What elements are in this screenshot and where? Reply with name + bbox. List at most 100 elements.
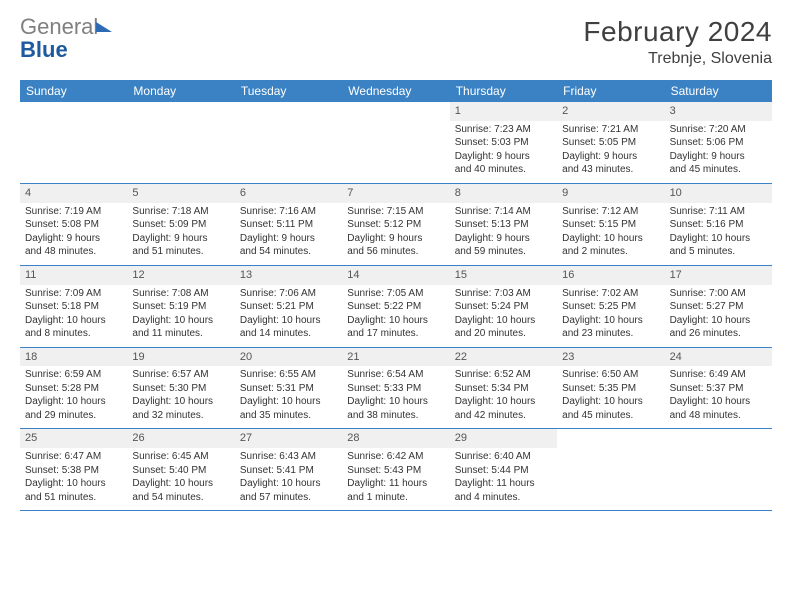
calendar-cell: 29Sunrise: 6:40 AMSunset: 5:44 PMDayligh… bbox=[450, 429, 557, 510]
week-row: 25Sunrise: 6:47 AMSunset: 5:38 PMDayligh… bbox=[20, 429, 772, 511]
cell-line: Sunset: 5:05 PM bbox=[562, 136, 659, 150]
cell-line: Sunset: 5:37 PM bbox=[670, 382, 767, 396]
cell-line: Sunrise: 6:45 AM bbox=[132, 450, 229, 464]
day-number: 7 bbox=[342, 184, 449, 203]
cell-line: Sunrise: 7:06 AM bbox=[240, 287, 337, 301]
cell-line: and 51 minutes. bbox=[25, 491, 122, 505]
cell-line: and 26 minutes. bbox=[670, 327, 767, 341]
cell-line: Sunset: 5:28 PM bbox=[25, 382, 122, 396]
location: Trebnje, Slovenia bbox=[583, 50, 772, 68]
cell-line: Daylight: 10 hours bbox=[455, 395, 552, 409]
brand-part1: General bbox=[20, 14, 98, 39]
calendar-cell: 18Sunrise: 6:59 AMSunset: 5:28 PMDayligh… bbox=[20, 348, 127, 429]
calendar-cell-empty bbox=[342, 102, 449, 183]
day-number: 12 bbox=[127, 266, 234, 285]
day-number: 17 bbox=[665, 266, 772, 285]
week-row: 11Sunrise: 7:09 AMSunset: 5:18 PMDayligh… bbox=[20, 266, 772, 348]
cell-line: Daylight: 10 hours bbox=[347, 314, 444, 328]
header: General Blue February 2024 Trebnje, Slov… bbox=[20, 16, 772, 68]
cell-line: Daylight: 10 hours bbox=[670, 395, 767, 409]
calendar-cell: 5Sunrise: 7:18 AMSunset: 5:09 PMDaylight… bbox=[127, 184, 234, 265]
cell-line: Daylight: 11 hours bbox=[455, 477, 552, 491]
day-number: 5 bbox=[127, 184, 234, 203]
triangle-icon bbox=[96, 22, 112, 32]
cell-line: Sunset: 5:09 PM bbox=[132, 218, 229, 232]
cell-line: Daylight: 9 hours bbox=[25, 232, 122, 246]
calendar-cell: 13Sunrise: 7:06 AMSunset: 5:21 PMDayligh… bbox=[235, 266, 342, 347]
cell-line: Sunrise: 7:23 AM bbox=[455, 123, 552, 137]
cell-line: Sunset: 5:43 PM bbox=[347, 464, 444, 478]
cell-line: and 32 minutes. bbox=[132, 409, 229, 423]
day-number: 22 bbox=[450, 348, 557, 367]
cell-line: Sunrise: 7:15 AM bbox=[347, 205, 444, 219]
cell-line: Daylight: 9 hours bbox=[670, 150, 767, 164]
calendar-cell: 20Sunrise: 6:55 AMSunset: 5:31 PMDayligh… bbox=[235, 348, 342, 429]
cell-line: and 35 minutes. bbox=[240, 409, 337, 423]
cell-line: Daylight: 9 hours bbox=[132, 232, 229, 246]
calendar-cell-empty bbox=[235, 102, 342, 183]
cell-line: and 8 minutes. bbox=[25, 327, 122, 341]
calendar-page: General Blue February 2024 Trebnje, Slov… bbox=[0, 0, 792, 527]
cell-line: Sunset: 5:13 PM bbox=[455, 218, 552, 232]
day-number: 11 bbox=[20, 266, 127, 285]
day-number: 18 bbox=[20, 348, 127, 367]
day-header-cell: Friday bbox=[557, 80, 664, 102]
day-header-cell: Monday bbox=[127, 80, 234, 102]
calendar-cell: 27Sunrise: 6:43 AMSunset: 5:41 PMDayligh… bbox=[235, 429, 342, 510]
day-number: 19 bbox=[127, 348, 234, 367]
cell-line: Daylight: 10 hours bbox=[25, 314, 122, 328]
cell-line: and 57 minutes. bbox=[240, 491, 337, 505]
cell-line: Sunset: 5:31 PM bbox=[240, 382, 337, 396]
calendar-cell: 28Sunrise: 6:42 AMSunset: 5:43 PMDayligh… bbox=[342, 429, 449, 510]
day-number: 9 bbox=[557, 184, 664, 203]
cell-line: Sunrise: 7:19 AM bbox=[25, 205, 122, 219]
brand-part2: Blue bbox=[20, 37, 68, 62]
weeks-container: 1Sunrise: 7:23 AMSunset: 5:03 PMDaylight… bbox=[20, 102, 772, 511]
cell-line: Daylight: 10 hours bbox=[562, 314, 659, 328]
cell-line: Sunrise: 7:02 AM bbox=[562, 287, 659, 301]
calendar-cell-empty bbox=[665, 429, 772, 510]
cell-line: Sunset: 5:24 PM bbox=[455, 300, 552, 314]
cell-line: Sunrise: 7:09 AM bbox=[25, 287, 122, 301]
week-row: 4Sunrise: 7:19 AMSunset: 5:08 PMDaylight… bbox=[20, 184, 772, 266]
day-header-cell: Thursday bbox=[450, 80, 557, 102]
day-number: 13 bbox=[235, 266, 342, 285]
cell-line: Daylight: 10 hours bbox=[132, 314, 229, 328]
calendar-cell: 2Sunrise: 7:21 AMSunset: 5:05 PMDaylight… bbox=[557, 102, 664, 183]
cell-line: Sunrise: 7:05 AM bbox=[347, 287, 444, 301]
day-header-cell: Wednesday bbox=[342, 80, 449, 102]
day-number: 16 bbox=[557, 266, 664, 285]
calendar-cell: 26Sunrise: 6:45 AMSunset: 5:40 PMDayligh… bbox=[127, 429, 234, 510]
cell-line: Daylight: 9 hours bbox=[562, 150, 659, 164]
cell-line: Sunset: 5:22 PM bbox=[347, 300, 444, 314]
cell-line: and 2 minutes. bbox=[562, 245, 659, 259]
calendar-cell: 14Sunrise: 7:05 AMSunset: 5:22 PMDayligh… bbox=[342, 266, 449, 347]
cell-line: Daylight: 9 hours bbox=[240, 232, 337, 246]
calendar-cell: 3Sunrise: 7:20 AMSunset: 5:06 PMDaylight… bbox=[665, 102, 772, 183]
calendar-cell: 4Sunrise: 7:19 AMSunset: 5:08 PMDaylight… bbox=[20, 184, 127, 265]
cell-line: Sunset: 5:40 PM bbox=[132, 464, 229, 478]
cell-line: Sunset: 5:16 PM bbox=[670, 218, 767, 232]
cell-line: and 56 minutes. bbox=[347, 245, 444, 259]
day-number: 6 bbox=[235, 184, 342, 203]
calendar-cell: 15Sunrise: 7:03 AMSunset: 5:24 PMDayligh… bbox=[450, 266, 557, 347]
cell-line: Daylight: 10 hours bbox=[670, 232, 767, 246]
calendar-cell: 24Sunrise: 6:49 AMSunset: 5:37 PMDayligh… bbox=[665, 348, 772, 429]
cell-line: Sunrise: 7:20 AM bbox=[670, 123, 767, 137]
cell-line: Sunrise: 6:50 AM bbox=[562, 368, 659, 382]
cell-line: Daylight: 9 hours bbox=[455, 232, 552, 246]
cell-line: and 40 minutes. bbox=[455, 163, 552, 177]
cell-line: Sunrise: 7:00 AM bbox=[670, 287, 767, 301]
cell-line: Sunset: 5:25 PM bbox=[562, 300, 659, 314]
calendar-cell: 21Sunrise: 6:54 AMSunset: 5:33 PMDayligh… bbox=[342, 348, 449, 429]
cell-line: Sunset: 5:27 PM bbox=[670, 300, 767, 314]
day-header-cell: Sunday bbox=[20, 80, 127, 102]
cell-line: Sunset: 5:11 PM bbox=[240, 218, 337, 232]
cell-line: Sunrise: 6:57 AM bbox=[132, 368, 229, 382]
calendar-cell: 19Sunrise: 6:57 AMSunset: 5:30 PMDayligh… bbox=[127, 348, 234, 429]
cell-line: Sunrise: 6:43 AM bbox=[240, 450, 337, 464]
calendar-cell-empty bbox=[557, 429, 664, 510]
cell-line: Daylight: 10 hours bbox=[25, 395, 122, 409]
cell-line: Sunset: 5:15 PM bbox=[562, 218, 659, 232]
day-number: 1 bbox=[450, 102, 557, 121]
